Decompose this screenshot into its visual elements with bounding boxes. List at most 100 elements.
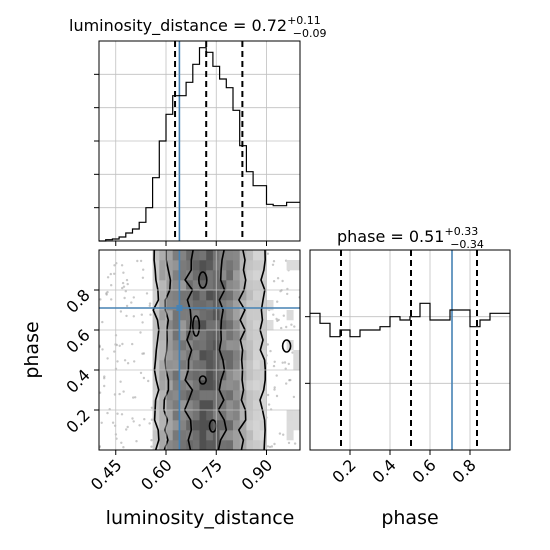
joint-point-93 — [121, 286, 124, 290]
density-cell-5-2 — [133, 420, 140, 430]
hist1-quantiles — [174, 41, 244, 241]
joint-point-419 — [287, 441, 291, 445]
density-cell-0-15 — [99, 290, 106, 300]
density-cell-29-4 — [293, 400, 300, 410]
joint-point-247 — [282, 433, 285, 436]
density-cell-1-13 — [106, 310, 113, 320]
density-cell-15-7 — [199, 370, 207, 381]
density-cell-28-12 — [287, 320, 294, 330]
density-cell-19-0 — [226, 440, 234, 450]
density-cell-23-15 — [253, 290, 261, 301]
density-cell-7-7 — [146, 370, 153, 380]
density-cell-5-18 — [133, 260, 140, 270]
density-cell-14-10 — [192, 340, 200, 351]
density-cell-3-15 — [119, 290, 126, 300]
joint-point-69 — [285, 325, 288, 329]
density-cell-25-6 — [267, 380, 274, 390]
density-cell-26-1 — [273, 430, 280, 440]
contour-1-right — [237, 250, 247, 450]
density-cell-4-3 — [126, 410, 133, 420]
density-cell-29-13 — [293, 310, 300, 320]
density-cell-24-11 — [259, 330, 267, 341]
joint-point-200 — [275, 317, 278, 321]
density-cell-20-15 — [233, 290, 240, 301]
density-cell-22-18 — [246, 260, 254, 271]
joint-point-166 — [266, 445, 270, 448]
density-cell-12-9 — [179, 350, 187, 361]
joint-ylabel: phase — [21, 321, 43, 378]
density-cell-16-10 — [206, 340, 214, 351]
joint-xlabel: luminosity_distance — [106, 507, 295, 529]
density-cell-14-1 — [192, 430, 200, 441]
density-cell-7-4 — [146, 400, 153, 410]
density-cell-19-17 — [226, 270, 234, 281]
density-cell-7-16 — [146, 280, 153, 290]
density-cell-9-11 — [159, 330, 167, 341]
density-cell-29-18 — [293, 260, 300, 271]
density-cell-11-6 — [172, 380, 180, 391]
joint-point-292 — [121, 342, 124, 346]
joint-ytick-label-2: 0.6 — [62, 325, 93, 356]
density-cell-16-1 — [206, 430, 214, 441]
density-cell-13-18 — [186, 260, 194, 271]
density-cell-24-7 — [259, 370, 267, 381]
density-cell-1-18 — [106, 260, 113, 270]
density-cell-23-1 — [253, 430, 261, 441]
density-cell-0-4 — [99, 400, 106, 410]
density-cell-0-0 — [99, 440, 106, 450]
density-cell-7-10 — [146, 340, 153, 350]
density-cell-8-16 — [152, 280, 160, 291]
density-cell-3-0 — [119, 440, 126, 450]
density-cell-26-8 — [273, 360, 280, 370]
density-cell-12-10 — [179, 340, 187, 351]
density-cell-11-1 — [172, 430, 180, 441]
joint-point-103 — [150, 439, 153, 442]
density-cell-10-6 — [166, 380, 173, 391]
density-cell-23-10 — [253, 340, 261, 351]
density-cell-18-13 — [219, 310, 227, 321]
density-cell-23-6 — [253, 380, 261, 391]
contour-island-1 — [198, 375, 207, 385]
density-cell-10-7 — [166, 370, 173, 381]
density-cell-6-1 — [139, 430, 146, 440]
density-cell-21-9 — [239, 350, 247, 361]
joint-panel: 0.45 0.60 0.75 0.90 0.2 0.4 0.6 0.8 — [62, 249, 301, 494]
density-cell-9-17 — [159, 270, 167, 281]
density-cell-14-15 — [192, 290, 200, 301]
hist2-frame — [309, 249, 511, 451]
density-cell-0-7 — [99, 370, 106, 380]
joint-point-87 — [143, 418, 146, 421]
density-cell-10-5 — [166, 390, 173, 401]
joint-point-109 — [124, 290, 128, 293]
density-cell-15-15 — [199, 290, 207, 301]
density-cell-24-8 — [259, 360, 267, 371]
density-cell-25-12 — [266, 320, 274, 331]
density-cell-16-14 — [206, 300, 214, 311]
density-cell-16-0 — [206, 440, 214, 450]
density-cell-12-7 — [179, 370, 187, 381]
density-cell-1-11 — [106, 330, 113, 340]
density-cell-21-18 — [239, 260, 247, 271]
density-cell-22-10 — [246, 340, 254, 351]
joint-point-296 — [113, 272, 116, 275]
density-cell-27-5 — [280, 390, 287, 400]
density-cell-25-5 — [267, 390, 274, 400]
joint-point-540 — [286, 292, 289, 296]
density-cell-11-10 — [172, 340, 180, 351]
density-cell-11-8 — [172, 360, 180, 371]
density-cell-4-4 — [126, 400, 133, 410]
joint-point-70 — [275, 394, 279, 398]
density-cell-13-7 — [186, 370, 194, 381]
density-cell-1-7 — [106, 370, 113, 380]
density-cell-8-6 — [152, 380, 160, 391]
density-cell-12-3 — [179, 410, 187, 421]
density-cell-21-1 — [239, 430, 247, 441]
joint-ytick-label-0: 0.2 — [62, 405, 93, 436]
joint-point-642 — [106, 411, 109, 415]
density-cell-10-0 — [166, 440, 173, 450]
density-cell-9-10 — [159, 340, 167, 351]
density-cell-5-7 — [133, 370, 140, 380]
joint-point-620 — [101, 348, 104, 351]
density-cell-1-3 — [106, 410, 113, 420]
density-cell-29-10 — [293, 340, 300, 350]
